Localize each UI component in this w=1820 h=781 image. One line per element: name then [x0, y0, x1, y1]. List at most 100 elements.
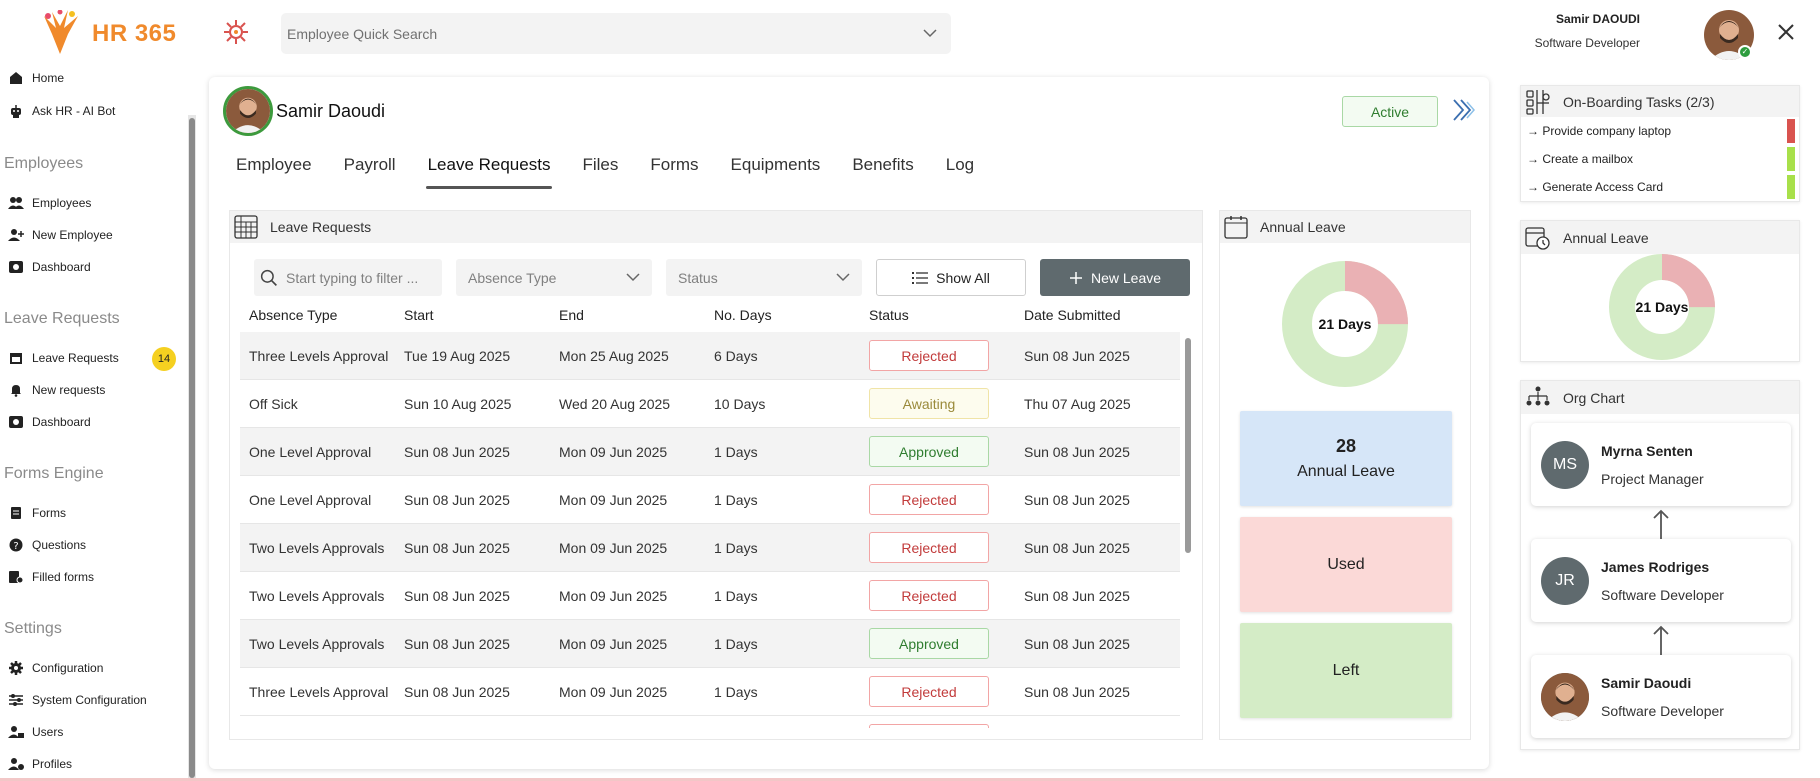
tab-employee[interactable]: Employee	[236, 155, 312, 174]
status-badge[interactable]: Approved	[869, 628, 989, 659]
sidebar-item-leave-dashboard[interactable]: Dashboard	[8, 414, 91, 430]
current-user: Samir DAOUDI Software Developer	[1535, 12, 1640, 50]
sidebar-item-new-employee[interactable]: New Employee	[8, 227, 113, 243]
quick-search-input[interactable]	[287, 25, 887, 42]
status-cell: Approved	[860, 436, 1015, 467]
show-all-label: Show All	[936, 269, 990, 286]
org-person-role: Software Developer	[1601, 702, 1724, 719]
close-icon[interactable]	[1776, 22, 1796, 42]
onboarding-task[interactable]: → Generate Access Card	[1521, 173, 1799, 201]
tab-log[interactable]: Log	[945, 155, 975, 174]
column-header[interactable]: Date Submitted	[1024, 307, 1121, 323]
checklist-icon	[1526, 89, 1550, 115]
status-badge[interactable]: Awaiting	[869, 388, 989, 419]
table-row[interactable]: Three Levels Approval Tue 19 Aug 2025 Mon …	[240, 332, 1180, 380]
sidebar-item-users[interactable]: Users	[8, 724, 63, 740]
column-header[interactable]: Absence Type	[249, 307, 338, 323]
tab-forms[interactable]: Forms	[650, 155, 699, 174]
table-row[interactable]: Two Levels Approvals Sun 08 Jun 2025 Mon 0…	[240, 572, 1180, 620]
table-row[interactable]: Two Levels Approvals Sun 08 Jun 2025 Mon 0…	[240, 524, 1180, 572]
user-name: Samir DAOUDI	[1555, 12, 1640, 26]
org-person-card[interactable]: MS Myrna Senten Project Manager	[1531, 423, 1791, 506]
show-all-button[interactable]: Show All	[876, 259, 1026, 296]
sidebar-item-filled-forms[interactable]: Filled forms	[8, 569, 94, 585]
new-leave-button[interactable]: New Leave	[1040, 259, 1190, 296]
date-submitted-cell: Sun 08 Jun 2025	[1024, 491, 1130, 508]
table-row[interactable]: Two Levels Approvals Sun 08 Jun 2025 Mon 0…	[240, 620, 1180, 668]
column-header[interactable]: No. Days	[714, 307, 772, 323]
task-status-bar	[1787, 175, 1795, 199]
start-date-cell: Sun 08 Jun 2025	[404, 635, 510, 652]
table-scrollbar[interactable]	[1185, 338, 1191, 553]
leave-requests-card: Leave Requests Absence Type Status Show …	[229, 210, 1203, 740]
tab-benefits[interactable]: Benefits	[852, 155, 914, 174]
org-person-name: Myrna Senten	[1601, 442, 1693, 459]
robot-icon	[8, 103, 24, 119]
filter-input[interactable]	[286, 269, 436, 286]
status-badge[interactable]: Approved	[869, 436, 989, 467]
double-chevron-right-icon[interactable]	[1451, 98, 1477, 122]
top-bar: HR 365 Samir DAOUDI Software Developer	[0, 0, 1820, 72]
status-badge[interactable]: Rejected	[869, 340, 989, 371]
org-person-role: Software Developer	[1601, 586, 1724, 603]
sidebar-item-leave-requests[interactable]: Leave Requests	[8, 350, 119, 366]
absence-type-select[interactable]: Absence Type	[456, 259, 652, 296]
plus-icon	[1069, 271, 1082, 284]
sidebar-scroll-thumb[interactable]	[189, 118, 195, 778]
employee-quick-search[interactable]	[281, 13, 951, 54]
date-submitted-cell: Sun 08 Jun 2025	[1024, 443, 1130, 460]
table-row[interactable]: One Level Approval Sun 08 Jun 2025 Mon 09 …	[240, 428, 1180, 476]
org-person-card[interactable]: Samir Daoudi Software Developer	[1531, 655, 1791, 738]
status-cell: Awaiting	[860, 388, 1015, 419]
sidebar-item-home[interactable]: Home	[8, 70, 64, 86]
start-date-cell: Sun 08 Jun 2025	[404, 491, 510, 508]
sidebar-item-employees-dashboard[interactable]: Dashboard	[8, 259, 91, 275]
tab-equipments[interactable]: Equipments	[730, 155, 821, 174]
status-badge[interactable]: Rejected	[869, 580, 989, 611]
status-select[interactable]: Status	[666, 259, 862, 296]
table-row[interactable]: Off Sick Sun 10 Aug 2025 Wed 20 Aug 2025 10…	[240, 380, 1180, 428]
sidebar-item-questions[interactable]: ? Questions	[8, 537, 86, 553]
status-badge[interactable]: Rejected	[869, 532, 989, 563]
status-badge[interactable]: Rejected	[869, 484, 989, 515]
sidebar-item-system-configuration[interactable]: System Configuration	[8, 692, 147, 708]
date-submitted-cell: Thu 07 Aug 2025	[1024, 395, 1131, 412]
tab-files[interactable]: Files	[582, 155, 619, 174]
table-row[interactable]: Three Levels Approval Sun 08 Jun 2025 Mon …	[240, 668, 1180, 716]
sidebar-item-ask-hr[interactable]: Ask HR - AI Bot	[8, 103, 115, 119]
sidebar-item-forms[interactable]: Forms	[8, 505, 66, 521]
sidebar-item-employees[interactable]: Employees	[8, 195, 91, 211]
date-submitted-cell: Sun 08 Jun 2025	[1024, 635, 1130, 652]
sidebar-item-configuration[interactable]: Configuration	[8, 660, 103, 676]
tab-leave-requests[interactable]: Leave Requests	[425, 155, 553, 189]
chevron-down-icon[interactable]	[923, 29, 937, 38]
user-lock-icon	[8, 724, 24, 740]
sidebar-item-profiles[interactable]: Profiles	[8, 756, 72, 772]
table-row[interactable]	[240, 716, 1180, 728]
table-row[interactable]: One Level Approval Sun 08 Jun 2025 Mon 09 …	[240, 476, 1180, 524]
employee-avatar[interactable]	[223, 86, 273, 136]
avatar	[1541, 672, 1589, 721]
annual-leave-total-value: 28	[1335, 436, 1357, 456]
onboarding-task[interactable]: → Create a mailbox	[1521, 145, 1799, 173]
column-header[interactable]: Start	[404, 307, 434, 323]
leave-requests-count-badge: 14	[152, 347, 176, 371]
sidebar-item-label: Dashboard	[32, 415, 91, 429]
column-header[interactable]: End	[559, 307, 584, 323]
status-badge[interactable]	[869, 724, 989, 728]
avatar: JR	[1541, 556, 1589, 605]
tab-payroll[interactable]: Payroll	[343, 155, 396, 174]
bell-icon	[8, 382, 24, 398]
status-badge[interactable]: Rejected	[869, 676, 989, 707]
virus-icon[interactable]	[222, 18, 250, 46]
end-date-cell: Mon 09 Jun 2025	[559, 587, 668, 604]
org-person-card[interactable]: JR James Rodriges Software Developer	[1531, 539, 1791, 622]
sidebar-item-new-requests[interactable]: New requests	[8, 382, 105, 398]
filter-search-box[interactable]	[254, 259, 442, 296]
start-date-cell: Sun 10 Aug 2025	[404, 395, 512, 412]
column-header[interactable]: Status	[869, 307, 909, 323]
sidebar	[0, 66, 198, 781]
add-user-icon	[8, 227, 24, 243]
onboarding-task[interactable]: → Provide company laptop	[1521, 117, 1799, 145]
app-logo[interactable]: HR 365	[34, 10, 176, 58]
